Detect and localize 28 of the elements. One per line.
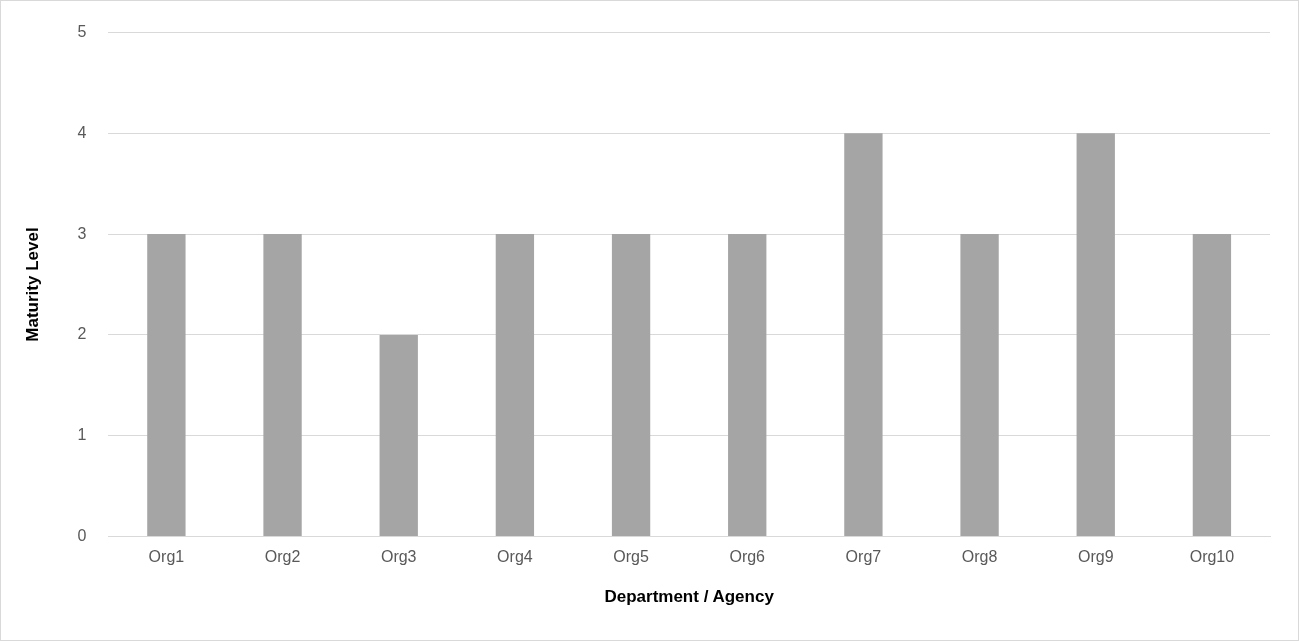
bar [844, 133, 883, 536]
bar [147, 234, 186, 536]
y-axis-title: Maturity Level [22, 227, 42, 342]
x-tick-label: Org1 [148, 548, 185, 566]
bar [1076, 133, 1115, 536]
x-tick-label: Org4 [497, 548, 533, 566]
bar [263, 234, 302, 536]
x-tick-label: Org3 [380, 548, 417, 566]
x-tick-label: Org9 [1077, 548, 1114, 566]
y-tick-label: 0 [77, 526, 87, 544]
x-tick-label: Org7 [845, 548, 882, 566]
y-tick-label: 2 [77, 325, 87, 343]
y-tick-label: 5 [77, 23, 87, 41]
bar [495, 234, 535, 536]
y-tick-label: 3 [77, 224, 87, 242]
y-tick-label: 4 [77, 123, 87, 141]
bar [611, 234, 651, 536]
x-tick-label: Org5 [613, 548, 649, 566]
x-tick-label: Org6 [729, 548, 766, 566]
bar [728, 234, 767, 536]
bar [960, 234, 999, 536]
y-tick-label: 1 [77, 426, 87, 444]
bar [379, 334, 418, 536]
bar [1192, 234, 1232, 536]
x-tick-label: Org2 [264, 548, 301, 566]
x-tick-label: Org10 [1189, 548, 1235, 566]
x-axis-title: Department / Agency [604, 587, 775, 607]
x-tick-label: Org8 [961, 548, 998, 566]
